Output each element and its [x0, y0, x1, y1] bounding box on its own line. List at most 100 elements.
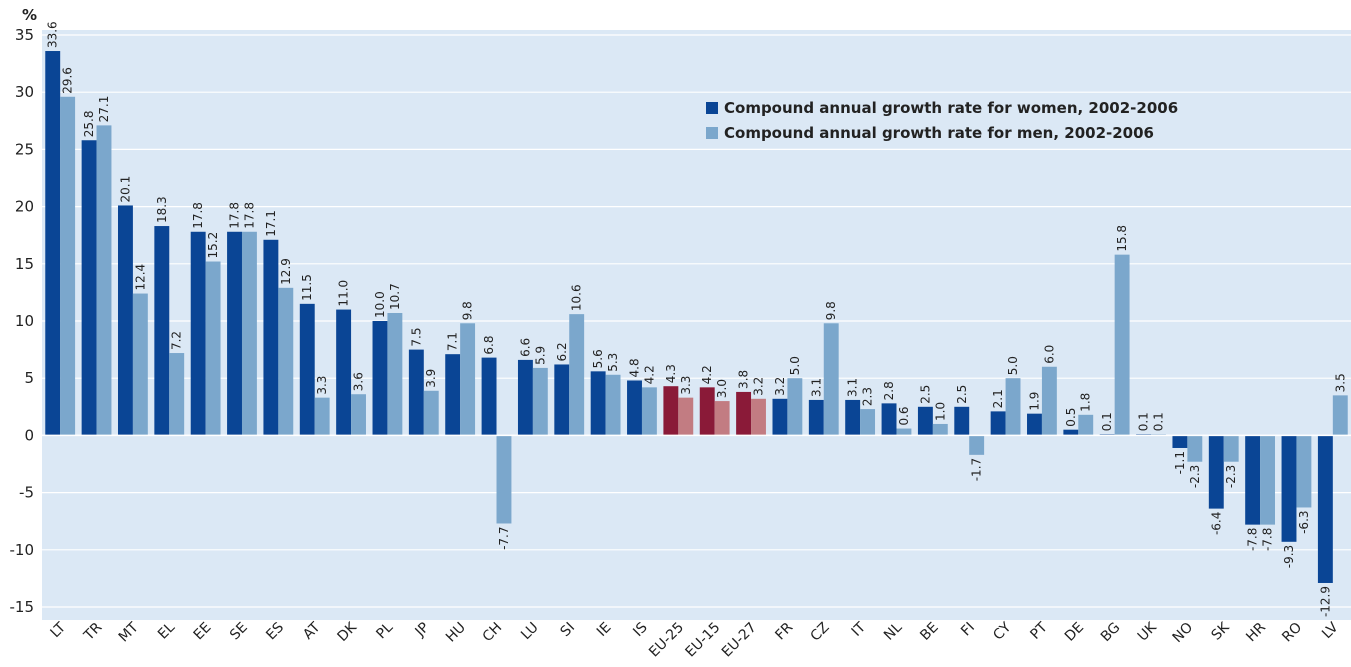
data-label: 7.1: [446, 332, 460, 351]
bar: [1208, 435, 1224, 509]
data-label: 2.1: [991, 389, 1005, 408]
bar: [372, 321, 388, 436]
data-label: 10.7: [388, 283, 402, 310]
bar: [423, 390, 439, 436]
data-label: 27.1: [97, 96, 111, 123]
data-label: 0.1: [1137, 412, 1151, 431]
x-tick-label: JP: [412, 620, 433, 641]
x-tick-label: UK: [1135, 619, 1161, 645]
bar: [1317, 435, 1333, 583]
bar: [969, 435, 985, 455]
bar: [351, 394, 366, 436]
bar: [1063, 429, 1079, 436]
x-tick-label: PL: [373, 619, 396, 642]
x-tick-label: BG: [1098, 620, 1124, 646]
bar: [1041, 366, 1057, 436]
legend-swatch: [706, 102, 718, 114]
data-label: 4.8: [628, 358, 642, 377]
y-axis-label: %: [22, 6, 37, 24]
x-tick-label: LT: [47, 619, 69, 641]
bar: [1281, 435, 1297, 542]
bar: [554, 364, 570, 436]
x-tick-label: TR: [80, 619, 105, 644]
data-label: 3.3: [679, 376, 693, 395]
data-label: 6.8: [482, 336, 496, 355]
bar: [772, 398, 788, 436]
bar: [460, 323, 476, 436]
data-label: 1.0: [933, 402, 947, 421]
data-label: 2.5: [955, 385, 969, 404]
data-label: 12.9: [279, 258, 293, 285]
data-label: 3.1: [846, 378, 860, 397]
x-tick-label: IE: [594, 620, 614, 640]
bar: [81, 140, 97, 436]
x-tick-label: IT: [849, 619, 870, 640]
x-tick-label: EL: [155, 619, 178, 642]
x-tick-label: HU: [443, 620, 469, 646]
x-tick-label: EU-27: [719, 620, 760, 661]
bar: [154, 226, 170, 436]
data-label: 4.2: [642, 365, 656, 384]
data-label: -2.3: [1188, 465, 1202, 488]
data-label: 11.5: [300, 274, 314, 301]
bar: [496, 435, 512, 524]
data-label: -7.7: [497, 526, 511, 549]
data-label: 20.1: [118, 176, 132, 203]
bar: [1296, 435, 1312, 508]
bar: [751, 398, 766, 436]
bar: [605, 374, 621, 436]
data-label: 9.8: [461, 301, 475, 320]
data-label: 12.4: [133, 264, 147, 291]
x-tick-label: HR: [1243, 619, 1269, 645]
x-tick-label: EU-15: [683, 620, 724, 661]
y-tick-label: -15: [10, 598, 35, 616]
bar: [641, 387, 657, 436]
data-label: 5.6: [591, 349, 605, 368]
y-tick-label: 0: [24, 426, 34, 444]
bar: [808, 399, 824, 436]
x-tick-label: NL: [881, 619, 905, 643]
data-label: 1.9: [1027, 392, 1041, 411]
x-tick-label: FR: [772, 619, 796, 643]
data-label: -6.3: [1297, 510, 1311, 533]
x-tick-label: IS: [630, 619, 651, 640]
data-label: 10.6: [570, 284, 584, 311]
x-tick-label: LV: [1319, 619, 1342, 642]
bar: [1027, 413, 1042, 436]
bar: [227, 231, 242, 436]
bar: [408, 349, 424, 436]
data-label: 15.8: [1115, 225, 1129, 252]
bar: [663, 386, 679, 436]
x-tick-label: ES: [263, 619, 287, 643]
x-tick-label: CZ: [808, 620, 833, 645]
legend-label: Compound annual growth rate for men, 200…: [724, 124, 1154, 142]
data-label: 1.8: [1079, 393, 1093, 412]
x-tick-label: FI: [958, 620, 978, 640]
bar: [1187, 435, 1203, 462]
bar: [590, 371, 606, 436]
y-tick-label: 35: [15, 26, 34, 44]
data-label: 3.2: [773, 377, 787, 396]
bar: [117, 205, 133, 436]
bar: [1332, 395, 1348, 436]
bar: [678, 397, 694, 436]
bar: [336, 309, 352, 436]
data-label: 2.8: [882, 381, 896, 400]
data-label: 3.8: [737, 370, 751, 389]
bar: [1078, 414, 1094, 436]
bar: [169, 353, 185, 436]
data-label: 18.3: [155, 196, 169, 223]
x-tick-label: CY: [990, 619, 1014, 643]
legend-swatch: [706, 127, 718, 139]
bar: [699, 387, 715, 436]
data-label: 3.2: [751, 377, 765, 396]
data-label: -6.4: [1209, 512, 1223, 535]
bar: [45, 51, 61, 436]
x-tick-label: DK: [334, 619, 360, 645]
data-label: -1.1: [1173, 451, 1187, 474]
bar: [205, 261, 221, 436]
data-label: 25.8: [82, 111, 96, 138]
data-label: 29.6: [61, 67, 75, 94]
bar: [1223, 435, 1239, 462]
data-label: 3.3: [315, 376, 329, 395]
